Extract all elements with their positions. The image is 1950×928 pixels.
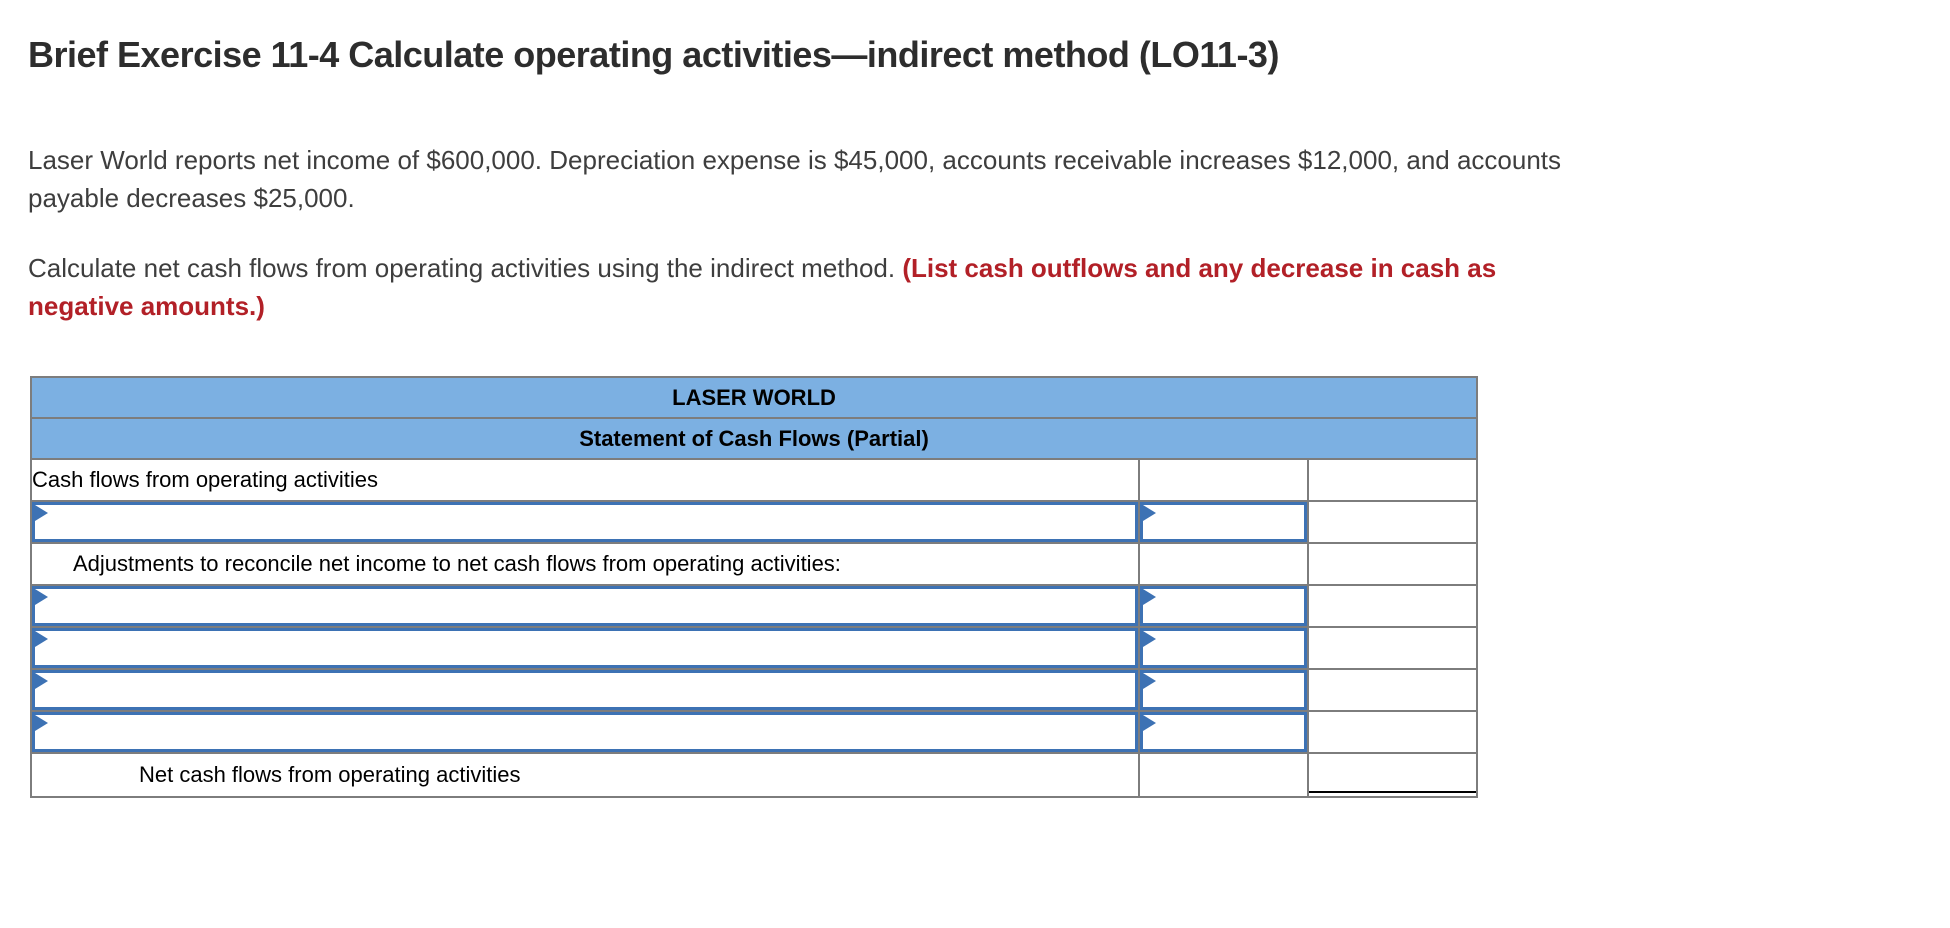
answer-row-3-amount-input[interactable] bbox=[1141, 629, 1306, 667]
answer-row-3-description-dropdown[interactable] bbox=[33, 629, 1137, 667]
answer-row-4-description-cell bbox=[30, 668, 1140, 712]
table-header-row-company: LASER WORLD bbox=[29, 376, 1479, 419]
dropdown-flag-icon bbox=[1143, 715, 1156, 731]
empty-total-cell bbox=[1306, 668, 1479, 712]
net-total-cell bbox=[1306, 752, 1479, 798]
empty-total-cell bbox=[1306, 500, 1479, 544]
instruction-line2: negative amounts.) bbox=[28, 287, 1496, 325]
empty-amount-cell bbox=[1138, 458, 1309, 502]
instruction-red-text-line2: negative amounts.) bbox=[28, 291, 265, 321]
answer-row-2 bbox=[30, 584, 1479, 628]
answer-row-3 bbox=[30, 626, 1479, 670]
problem-statement: Laser World reports net income of $600,0… bbox=[28, 141, 1561, 217]
cash-flow-statement-table: LASER WORLD Statement of Cash Flows (Par… bbox=[29, 376, 1479, 798]
dropdown-flag-icon bbox=[35, 505, 48, 521]
answer-row-3-amount-cell bbox=[1138, 626, 1309, 670]
row-label-net-cash: Net cash flows from operating activities bbox=[30, 752, 1140, 798]
empty-amount-cell bbox=[1138, 542, 1309, 586]
row-label-cash-flows: Cash flows from operating activities bbox=[30, 458, 1140, 502]
dropdown-flag-icon bbox=[1143, 589, 1156, 605]
answer-row-3-description-cell bbox=[30, 626, 1140, 670]
answer-row-2-description-dropdown[interactable] bbox=[33, 587, 1137, 625]
empty-total-cell bbox=[1306, 584, 1479, 628]
answer-row-5-amount-input[interactable] bbox=[1141, 713, 1306, 751]
empty-amount-cell bbox=[1138, 752, 1309, 798]
answer-row-2-description-cell bbox=[30, 584, 1140, 628]
answer-row-5-description-dropdown[interactable] bbox=[33, 713, 1137, 751]
answer-row-1-description-dropdown[interactable] bbox=[33, 503, 1137, 541]
answer-row-5-description-cell bbox=[30, 710, 1140, 754]
answer-row-4-description-dropdown[interactable] bbox=[33, 671, 1137, 709]
label-row-cash-flows: Cash flows from operating activities bbox=[30, 458, 1479, 502]
answer-row-1-description-cell bbox=[30, 500, 1140, 544]
answer-row-2-amount-cell bbox=[1138, 584, 1309, 628]
dropdown-flag-icon bbox=[35, 673, 48, 689]
dropdown-flag-icon bbox=[1143, 505, 1156, 521]
empty-total-cell bbox=[1306, 626, 1479, 670]
answer-row-1-amount-cell bbox=[1138, 500, 1309, 544]
instruction-text: Calculate net cash flows from operating … bbox=[28, 249, 1496, 325]
answer-row-4 bbox=[30, 668, 1479, 712]
instruction-normal-text: Calculate net cash flows from operating … bbox=[28, 253, 903, 283]
answer-row-5-amount-cell bbox=[1138, 710, 1309, 754]
answer-row-5 bbox=[30, 710, 1479, 754]
label-row-net-cash: Net cash flows from operating activities bbox=[30, 752, 1479, 798]
answer-row-1 bbox=[30, 500, 1479, 544]
empty-total-cell bbox=[1306, 710, 1479, 754]
table-header-row-statement: Statement of Cash Flows (Partial) bbox=[29, 417, 1479, 460]
answer-row-1-amount-input[interactable] bbox=[1141, 503, 1306, 541]
label-row-adjustments: Adjustments to reconcile net income to n… bbox=[30, 542, 1479, 586]
double-underline bbox=[1310, 791, 1476, 795]
row-label-adjustments: Adjustments to reconcile net income to n… bbox=[30, 542, 1140, 586]
table-company-header: LASER WORLD bbox=[29, 376, 1479, 419]
problem-statement-line1: Laser World reports net income of $600,0… bbox=[28, 145, 1562, 175]
dropdown-flag-icon bbox=[35, 631, 48, 647]
answer-row-2-amount-input[interactable] bbox=[1141, 587, 1306, 625]
problem-statement-line2: payable decreases $25,000. bbox=[28, 183, 355, 213]
instruction-red-text-line1: (List cash outflows and any decrease in … bbox=[902, 253, 1497, 283]
page-title: Brief Exercise 11-4 Calculate operating … bbox=[28, 34, 1279, 75]
table-statement-header: Statement of Cash Flows (Partial) bbox=[29, 417, 1479, 460]
instruction-line1: Calculate net cash flows from operating … bbox=[28, 249, 1496, 287]
answer-row-4-amount-cell bbox=[1138, 668, 1309, 712]
answer-row-4-amount-input[interactable] bbox=[1141, 671, 1306, 709]
dropdown-flag-icon bbox=[1143, 673, 1156, 689]
dropdown-flag-icon bbox=[35, 715, 48, 731]
dropdown-flag-icon bbox=[1143, 631, 1156, 647]
empty-total-cell bbox=[1306, 458, 1479, 502]
empty-total-cell bbox=[1306, 542, 1479, 586]
dropdown-flag-icon bbox=[35, 589, 48, 605]
